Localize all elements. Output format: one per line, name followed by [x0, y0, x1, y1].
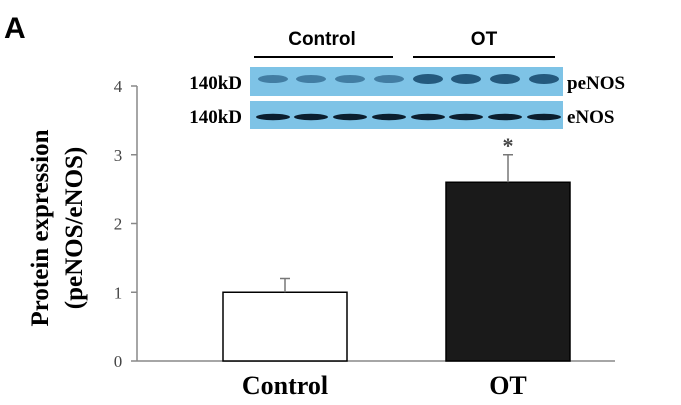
blot-group-ot: OT — [471, 29, 498, 50]
eNOS-band-5 — [411, 113, 445, 121]
y-ticks: 0 1 2 3 4 — [114, 77, 137, 371]
y-tick-label-0: 0 — [114, 352, 123, 371]
eNOS-band-2 — [294, 113, 328, 121]
blot-name-peNOS: peNOS — [567, 73, 625, 94]
panel-label: A — [4, 12, 26, 45]
y-tick-label-2: 2 — [114, 215, 123, 234]
blot-size-label-peNOS: 140kD — [189, 73, 242, 94]
category-label-ot: OT — [489, 371, 527, 400]
bars — [222, 181, 571, 362]
peNOS-band-5 — [413, 74, 443, 84]
bar-ot — [445, 181, 571, 362]
blot-group-control: Control — [288, 29, 356, 50]
y-tick-label-4: 4 — [114, 77, 123, 96]
peNOS-bands — [258, 74, 559, 84]
western-blot-inset: Control OT 140kD 140kD peNOS eNOS — [189, 29, 625, 129]
peNOS-band-4 — [374, 75, 404, 83]
y-tick-label-1: 1 — [114, 283, 123, 302]
peNOS-band-7 — [490, 74, 520, 84]
y-axis-label-line1: Protein expression — [27, 129, 54, 326]
peNOS-band-2 — [296, 75, 326, 83]
category-labels: Control OT — [242, 371, 527, 400]
peNOS-band-6 — [451, 74, 481, 84]
peNOS-band-3 — [335, 75, 365, 83]
error-bars: * — [280, 133, 514, 293]
blot-size-label-eNOS: 140kD — [189, 107, 242, 128]
category-label-control: Control — [242, 371, 328, 400]
blot-name-eNOS: eNOS — [567, 107, 615, 128]
y-axis-label-line2: (peNOS/eNOS) — [61, 147, 88, 310]
eNOS-band-6 — [449, 113, 483, 121]
peNOS-band-1 — [258, 75, 288, 83]
eNOS-band-4 — [372, 113, 406, 121]
significance-marker-ot: * — [503, 133, 514, 158]
eNOS-band-1 — [256, 113, 290, 121]
bar-control — [222, 291, 348, 362]
y-tick-label-3: 3 — [114, 146, 123, 165]
eNOS-bands — [256, 113, 561, 121]
eNOS-band-7 — [488, 113, 522, 121]
eNOS-band-3 — [333, 113, 367, 121]
peNOS-band-8 — [529, 74, 559, 84]
eNOS-band-8 — [527, 113, 561, 121]
